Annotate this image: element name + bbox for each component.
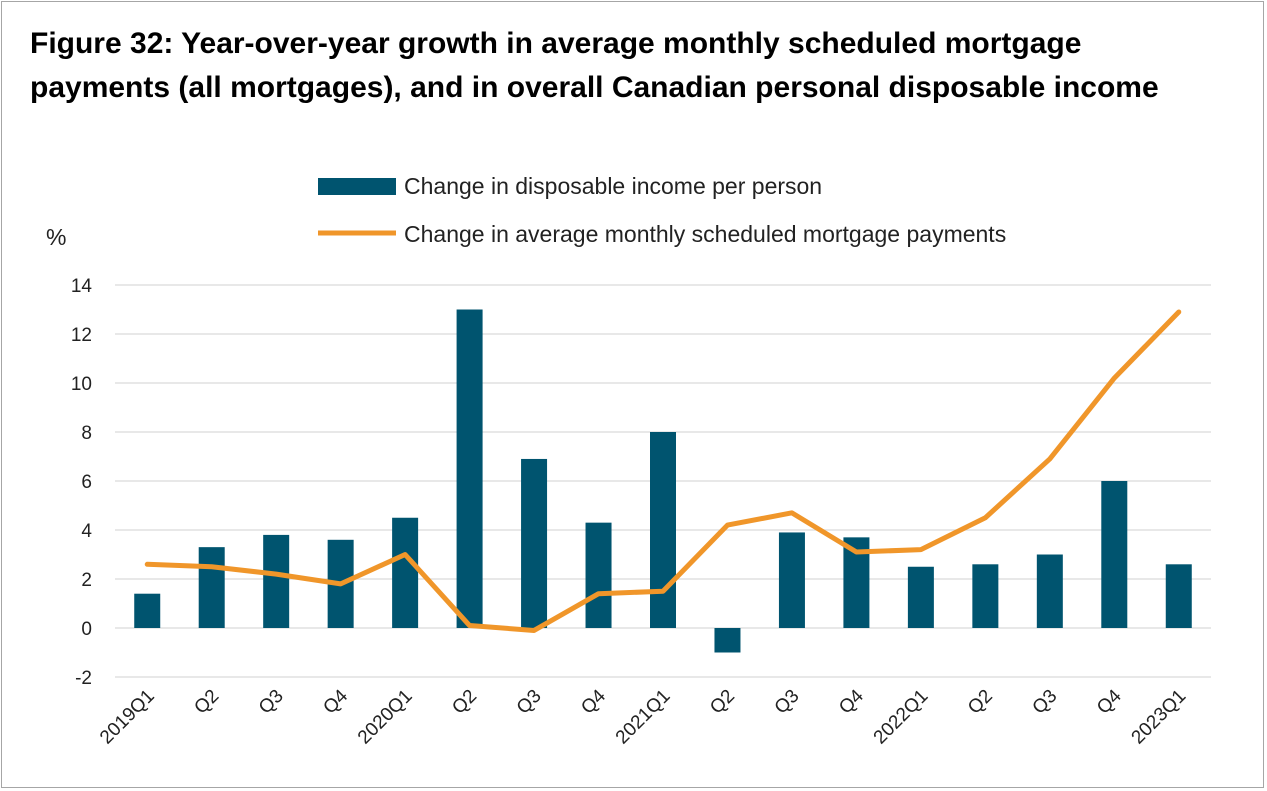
x-tick-label: Q4 <box>319 685 352 718</box>
x-tick-label: Q3 <box>255 686 288 719</box>
y-tick-label: 6 <box>81 472 92 493</box>
y-tick-label: 8 <box>81 423 92 444</box>
x-tick-label: Q3 <box>1029 686 1062 719</box>
x-tick-label: Q2 <box>448 686 481 719</box>
bar <box>1165 564 1192 628</box>
bar <box>134 593 161 628</box>
legend-label-bars: Change in disposable income per person <box>404 173 822 199</box>
y-tick-label: -2 <box>75 668 92 689</box>
bar <box>198 547 225 628</box>
legend-label-line: Change in average monthly scheduled mort… <box>404 221 1006 247</box>
figure-title: Figure 32: Year-over-year growth in aver… <box>30 22 1250 110</box>
x-tick-label: Q4 <box>835 685 868 718</box>
y-axis-label: % <box>46 224 66 250</box>
figure-title-line-2: payments (all mortgages), and in overall… <box>30 71 1159 104</box>
bar <box>714 628 741 653</box>
x-axis-ticks: 2019Q1 Q2 Q3 Q4 2020Q1 Q2 Q3 Q4 2021Q1 Q2 Q3 Q4 2022… <box>96 685 1190 748</box>
x-tick-label: Q4 <box>577 685 610 718</box>
bar <box>263 534 290 628</box>
y-axis-ticks: -2 0 2 4 6 8 10 12 14 <box>71 276 93 689</box>
x-tick-label: Q3 <box>771 686 804 719</box>
bar <box>1036 554 1063 628</box>
y-tick-label: 10 <box>71 374 92 395</box>
bar <box>907 566 934 628</box>
x-tick-label: Q2 <box>964 686 997 719</box>
x-tick-label: 2023Q1 <box>1128 686 1191 749</box>
bar <box>778 532 805 628</box>
bar <box>972 564 999 628</box>
x-tick-label: Q3 <box>513 686 546 719</box>
y-tick-label: 2 <box>81 570 92 591</box>
y-tick-label: 14 <box>71 276 93 297</box>
y-tick-label: 4 <box>81 521 92 542</box>
y-tick-label: 0 <box>81 619 92 640</box>
x-tick-label: 2022Q1 <box>870 686 933 749</box>
x-tick-label: Q2 <box>190 686 223 719</box>
x-tick-label: 2020Q1 <box>354 686 417 749</box>
x-tick-label: Q4 <box>1093 685 1126 718</box>
bar <box>1101 481 1128 628</box>
bar <box>521 458 548 628</box>
x-tick-label: 2019Q1 <box>96 686 159 749</box>
x-tick-label: Q2 <box>706 686 739 719</box>
bar <box>392 517 419 628</box>
figure-title-line-1: Figure 32: Year-over-year growth in aver… <box>30 27 1082 60</box>
legend: Change in disposable income per person C… <box>318 173 1006 247</box>
bar <box>650 432 676 628</box>
legend-swatch-bars <box>318 178 396 195</box>
y-tick-label: 12 <box>71 325 92 346</box>
bar <box>585 522 612 628</box>
x-tick-label: 2021Q1 <box>612 686 675 749</box>
line-series <box>144 309 1182 633</box>
bar <box>456 309 483 628</box>
